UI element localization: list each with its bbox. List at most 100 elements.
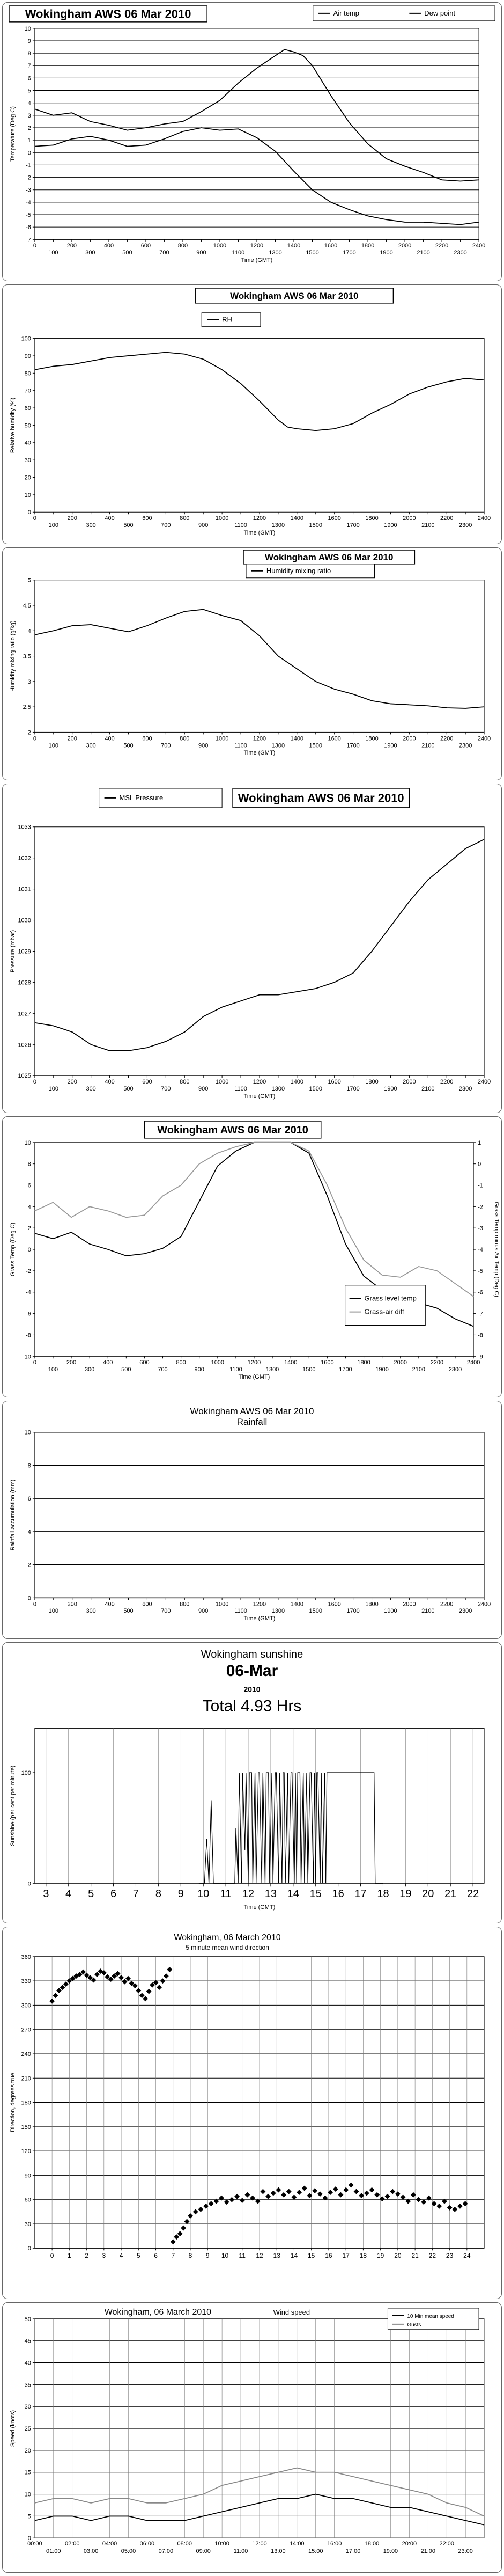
x-tick-label: 500 [123, 1608, 133, 1614]
x-tick-label: 1000 [216, 735, 228, 742]
x-tick-label: 800 [176, 1359, 186, 1366]
y-tick-label: 80 [25, 370, 31, 377]
x-tick-label: 1500 [302, 1366, 315, 1373]
x-tick-label: 1800 [365, 735, 378, 742]
x-tick-label-top: 18:00 [365, 2541, 379, 2547]
x-tick-label: 10 [197, 1888, 209, 1900]
x-tick-label: 1100 [234, 1086, 247, 1092]
y-tick-label: 45 [25, 2338, 31, 2345]
x-axis-title: Time (GMT) [244, 1093, 276, 1100]
chart-subtitle: 5 minute mean wind direction [186, 1944, 269, 1951]
x-tick-label: 6 [110, 1888, 116, 1900]
x-tick-label: 5 [137, 2252, 140, 2259]
y-tick-label: 1030 [18, 918, 31, 924]
x-tick-label: 1300 [269, 250, 281, 256]
y-tick-label: 20 [25, 475, 31, 481]
x-tick-label: 2300 [459, 742, 472, 749]
y-tick-label: 100 [21, 336, 31, 342]
x-tick-label: 100 [48, 250, 58, 256]
y-tick-label: -4 [26, 200, 31, 206]
y-tick-label: 360 [21, 1954, 31, 1960]
x-tick-label-bottom: 13:00 [271, 2548, 285, 2555]
x-tick-label: 8 [155, 1888, 161, 1900]
y-tick-label: 50 [25, 422, 31, 429]
data-point [307, 2193, 313, 2199]
data-point [244, 2192, 250, 2198]
y-tick-label: 60 [25, 2197, 31, 2204]
y-tick-label: 8 [28, 50, 31, 57]
y2-tick-label: 1 [478, 1140, 481, 1146]
x-tick-label: 1100 [234, 1608, 247, 1614]
data-point [132, 1983, 138, 1989]
y-tick-label: 90 [25, 353, 31, 360]
y-axis-title: Relative humidity (%) [10, 398, 16, 453]
chart-panel-humidity: 0 10 20 30 40 50 60 70 80 90 100 0 100 200 300 400 500 60… [2, 284, 502, 544]
y-tick-label: 9 [28, 38, 31, 45]
x-tick-label: 400 [105, 515, 114, 522]
y-tick-label: 0 [28, 1247, 31, 1253]
y-tick-label: 120 [21, 2148, 31, 2155]
x-tick-label: 0 [33, 735, 36, 742]
x-tick-label: 200 [68, 515, 77, 522]
x-tick-label-top: 10:00 [214, 2541, 229, 2547]
x-tick-label: 900 [198, 1608, 208, 1614]
y-tick-label: 4.5 [23, 603, 31, 609]
x-tick-label: 700 [159, 250, 169, 256]
x-tick-label: 22 [467, 1888, 479, 1900]
y-tick-label: -1 [26, 162, 31, 169]
legend-label: Dew point [424, 9, 455, 17]
y-tick-label: 2 [28, 1562, 31, 1569]
x-tick-label: 600 [141, 243, 151, 249]
series-line [34, 49, 479, 182]
y-tick-label: 35 [25, 2382, 31, 2388]
y-tick-label: 20 [25, 2448, 31, 2454]
x-tick-label: 21 [444, 1888, 456, 1900]
x-tick-label: 2400 [478, 1079, 491, 1085]
data-point [359, 2193, 365, 2199]
data-point [265, 2193, 271, 2199]
x-tick-label: 13 [273, 2252, 281, 2259]
y2-tick-label: -3 [478, 1225, 483, 1232]
x-tick-label: 3 [102, 2252, 106, 2259]
x-tick-label: 900 [195, 1366, 204, 1373]
data-point [153, 1980, 159, 1986]
y-tick-label: -5 [26, 212, 31, 218]
y-tick-label: 150 [21, 2124, 31, 2131]
legend-label: RH [222, 316, 232, 324]
y-tick-label: 1031 [18, 887, 31, 893]
x-axis-title: Time (GMT) [244, 530, 276, 536]
y-tick-label: 1033 [18, 824, 31, 831]
x-tick-label: 200 [68, 1601, 77, 1607]
x-tick-label: 1200 [253, 1079, 266, 1085]
x-tick-label: 400 [104, 243, 114, 249]
x-tick-label: 400 [105, 1601, 114, 1607]
x-tick-label: 800 [180, 515, 189, 522]
x-tick-label: 1900 [384, 1608, 397, 1614]
x-tick-label: 2100 [417, 250, 429, 256]
x-tick-label: 1500 [309, 522, 322, 529]
y-tick-label: 6 [28, 75, 31, 82]
chart-panel-wind-speed: 0 5 10 15 20 25 30 35 40 45 50 00:00 02:00 04:00 06:00… [2, 2302, 502, 2573]
y-tick-label: 60 [25, 405, 31, 412]
y-tick-label: 10 [25, 1140, 31, 1146]
y-tick-label: 0 [28, 2535, 31, 2542]
x-tick-label: 300 [86, 742, 95, 749]
legend-label: 10 Min mean speed [407, 2314, 454, 2319]
legend-label: Air temp [333, 9, 359, 17]
x-tick-label: 2200 [440, 515, 453, 522]
x-tick-label: 2300 [449, 1366, 462, 1373]
y-tick-label: 15 [25, 2470, 31, 2476]
chart-panel-rainfall: 0 2 4 6 8 10 0 100 200 300 400 500 600 700 800 900 1000 1… [2, 1401, 502, 1639]
y-tick-label: 10 [25, 26, 31, 32]
x-tick-label: 300 [85, 1366, 94, 1373]
data-point [157, 1985, 162, 1990]
x-tick-label: 2400 [472, 243, 485, 249]
y-tick-label: -7 [26, 237, 31, 243]
x-tick-label: 400 [105, 1079, 114, 1085]
plot-area [34, 28, 479, 240]
x-tick-label: 500 [123, 522, 133, 529]
data-point [410, 2192, 416, 2198]
chart-panel-sunshine: 0 100 3 4 5 6 7 8 9 10 11 12 13 14 15 16 17 18 19 20 21 22 Tim… [2, 1642, 502, 1923]
x-tick-label: 1800 [365, 515, 378, 522]
x-tick-label: 900 [196, 250, 206, 256]
